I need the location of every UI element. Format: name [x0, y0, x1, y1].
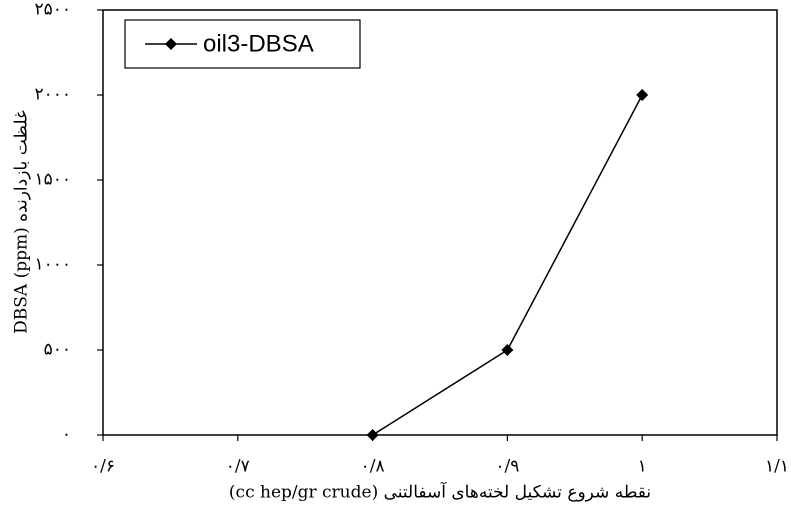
- y-tick-label: ۲۵۰۰: [34, 0, 71, 20]
- x-tick-label: ۰/۸: [361, 457, 385, 477]
- data-point: [366, 429, 379, 441]
- series-line: [372, 94, 643, 436]
- x-tick-label: ۱: [638, 457, 647, 477]
- y-tick-label: ۵۰۰: [44, 340, 71, 360]
- plot-frame: [102, 9, 778, 436]
- x-tick-label: ۰/۷: [226, 457, 250, 477]
- legend-marker: [165, 38, 177, 50]
- y-tick-label: ۲۰۰۰: [34, 85, 71, 105]
- x-axis-label: نقطه شروع تشکیل لخته‌های آسفالتنی (cc he…: [229, 481, 651, 503]
- y-tick-label: ۱۰۰۰: [34, 255, 71, 275]
- y-tick-label: ۱۵۰۰: [34, 170, 71, 190]
- data-point: [501, 344, 514, 356]
- y-tick-label: ۰: [62, 425, 71, 445]
- x-tick-label: ۰/۶: [91, 457, 115, 477]
- data-point: [636, 89, 649, 101]
- x-tick-label: ۰/۹: [495, 457, 519, 477]
- x-tick-label: ۱/۱: [765, 457, 789, 477]
- legend-label: oil3-DBSA: [203, 30, 314, 57]
- y-axis-label: غلظت بازدارنده DBSA (ppm): [12, 110, 32, 334]
